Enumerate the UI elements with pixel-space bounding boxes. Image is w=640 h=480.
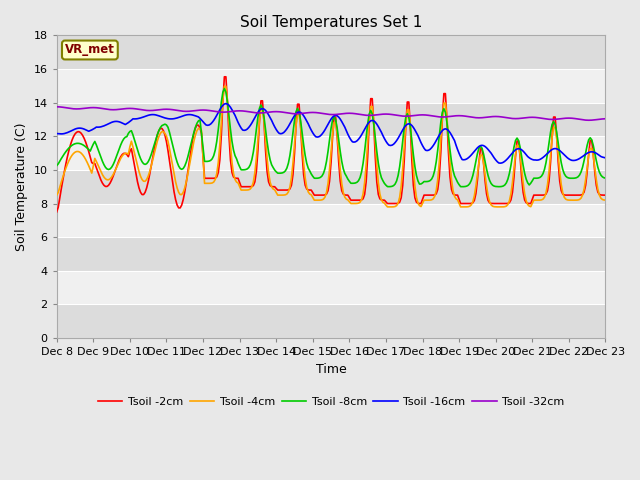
Tsoil -8cm (385, 184, 393, 190)
Line: Tsoil -16cm: Tsoil -16cm (57, 104, 605, 163)
Tsoil -4cm (385, 204, 393, 210)
Tsoil -4cm (602, 197, 609, 203)
Tsoil -2cm (536, 192, 544, 198)
Title: Soil Temperatures Set 1: Soil Temperatures Set 1 (240, 15, 422, 30)
Tsoil -16cm (497, 160, 504, 166)
Legend: Tsoil -2cm, Tsoil -4cm, Tsoil -8cm, Tsoil -16cm, Tsoil -32cm: Tsoil -2cm, Tsoil -4cm, Tsoil -8cm, Tsoi… (93, 392, 569, 411)
Tsoil -8cm (155, 128, 163, 133)
Tsoil -2cm (68, 137, 76, 143)
Tsoil -4cm (458, 204, 466, 210)
Tsoil -2cm (367, 96, 374, 102)
Tsoil -2cm (53, 209, 61, 215)
Tsoil -4cm (538, 197, 545, 203)
Tsoil -32cm (602, 116, 609, 121)
Bar (57, 237, 605, 271)
Tsoil -4cm (155, 134, 163, 140)
Tsoil -16cm (538, 156, 545, 161)
Tsoil -16cm (385, 142, 393, 148)
Tsoil -8cm (538, 173, 545, 179)
Tsoil -2cm (385, 201, 393, 206)
X-axis label: Time: Time (316, 363, 346, 376)
Bar (57, 204, 605, 237)
Tsoil -2cm (397, 195, 405, 201)
Line: Tsoil -32cm: Tsoil -32cm (57, 107, 605, 120)
Bar (57, 103, 605, 136)
Tsoil -16cm (53, 131, 61, 136)
Tsoil -16cm (602, 155, 609, 161)
Tsoil -32cm (365, 112, 373, 118)
Tsoil -16cm (367, 118, 374, 124)
Tsoil -32cm (68, 106, 76, 111)
Tsoil -4cm (397, 183, 405, 189)
Tsoil -32cm (585, 117, 593, 123)
Tsoil -16cm (222, 101, 230, 107)
Y-axis label: Soil Temperature (C): Soil Temperature (C) (15, 122, 28, 251)
Tsoil -8cm (68, 143, 76, 148)
Bar (57, 304, 605, 338)
Tsoil -4cm (221, 84, 228, 89)
Tsoil -4cm (367, 104, 374, 109)
Tsoil -4cm (53, 192, 61, 198)
Tsoil -32cm (53, 104, 61, 109)
Tsoil -8cm (367, 108, 374, 113)
Line: Tsoil -2cm: Tsoil -2cm (57, 77, 605, 212)
Tsoil -32cm (534, 115, 542, 120)
Tsoil -16cm (397, 130, 405, 136)
Line: Tsoil -4cm: Tsoil -4cm (57, 86, 605, 207)
Bar (57, 69, 605, 103)
Tsoil -16cm (155, 113, 163, 119)
Tsoil -8cm (221, 85, 228, 91)
Line: Tsoil -8cm: Tsoil -8cm (57, 88, 605, 187)
Tsoil -32cm (155, 107, 163, 113)
Bar (57, 136, 605, 170)
Bar (57, 36, 605, 69)
Tsoil -8cm (53, 163, 61, 168)
Tsoil -4cm (68, 153, 76, 158)
Bar (57, 271, 605, 304)
Tsoil -8cm (602, 175, 609, 181)
Bar (57, 170, 605, 204)
Tsoil -8cm (458, 184, 466, 190)
Tsoil -32cm (396, 113, 403, 119)
Tsoil -32cm (383, 111, 391, 117)
Tsoil -2cm (155, 128, 163, 133)
Tsoil -8cm (397, 152, 405, 157)
Tsoil -2cm (221, 74, 228, 80)
Text: VR_met: VR_met (65, 44, 115, 57)
Tsoil -2cm (602, 192, 609, 198)
Tsoil -16cm (68, 128, 76, 133)
